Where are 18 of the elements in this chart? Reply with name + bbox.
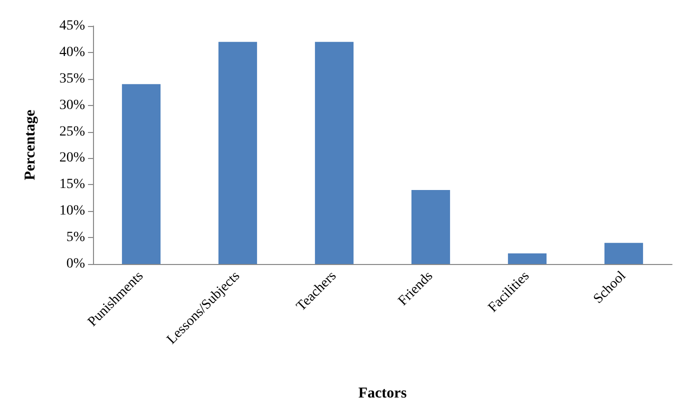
y-tick-label: 45% [59,18,86,34]
y-tick-label: 20% [59,150,86,166]
y-tick-label: 15% [59,177,86,192]
y-tick-label: 40% [59,44,86,60]
y-tick-label: 5% [66,230,86,246]
bar [604,242,644,264]
bar [122,84,161,264]
y-tick-label: 35% [59,71,86,86]
bar [218,42,258,264]
x-axis-title: Factors [358,386,407,402]
bar [411,190,450,264]
y-tick-label: 25% [59,124,86,140]
y-tick-label: 10% [59,204,86,219]
bar [314,42,354,264]
bar [508,253,547,264]
y-tick-label: 30% [59,98,86,113]
y-axis-title: Percentage [22,109,38,180]
y-tick-label: 0% [66,256,86,272]
